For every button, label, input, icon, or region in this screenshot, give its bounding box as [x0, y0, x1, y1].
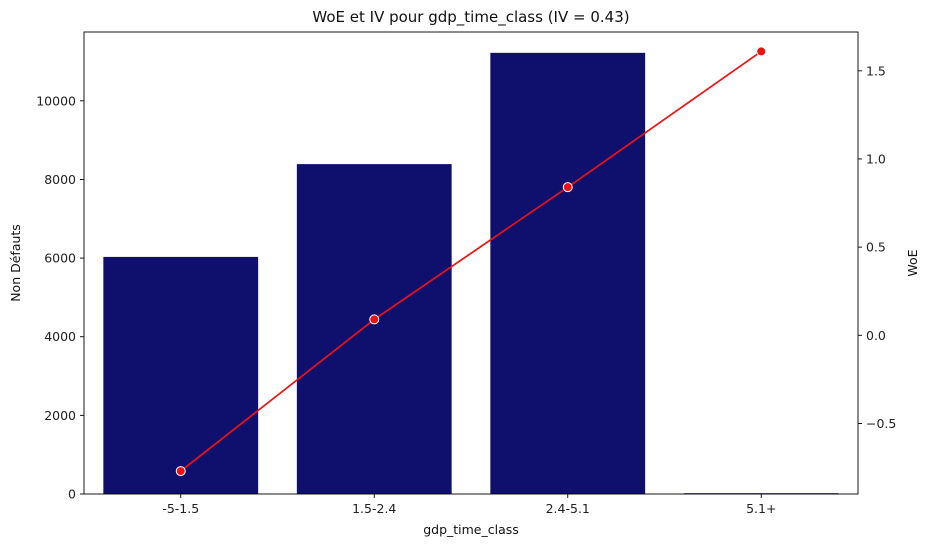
chart-title: WoE et IV pour gdp_time_class (IV = 0.43…: [312, 8, 629, 27]
bar-2: [296, 164, 452, 494]
y2-tick-label: −0.5: [866, 416, 896, 431]
y2-axis-label: WoE: [905, 249, 920, 276]
x-tick-label: 1.5-2.4: [352, 501, 396, 516]
plot-frame: [83, 31, 859, 495]
woe-line-layer: [175, 46, 767, 477]
bars-layer: [103, 52, 839, 495]
y2-tick-label: 0.0: [866, 328, 886, 343]
y-tick-label: 6000: [44, 251, 76, 266]
x-tick-label: -5-1.5: [162, 501, 199, 516]
y-tick-label: 10000: [36, 93, 76, 108]
woe-point-4: [756, 46, 767, 57]
bar-1: [103, 256, 259, 494]
woe-point-2: [369, 314, 380, 325]
bar-3: [490, 52, 646, 495]
x-tick-label: 5.1+: [746, 501, 776, 516]
woe-line: [180, 50, 762, 472]
y-tick-label: 4000: [44, 329, 76, 344]
y-axis-label: Non Défauts: [8, 224, 23, 302]
x-axis-label: gdp_time_class: [423, 522, 519, 537]
y2-tick-label: 0.5: [866, 240, 886, 255]
x-tick-label: 2.4-5.1: [546, 501, 590, 516]
woe-point-3: [562, 182, 573, 193]
axes-layer: -5-1.5 1.5-2.4 2.4-5.1 5.1+ 0 2000 4000 6000 800…: [36, 31, 896, 516]
y-tick-label: 8000: [44, 172, 76, 187]
y2-tick-label: 1.5: [866, 63, 886, 78]
y2-tick-label: 1.0: [866, 151, 886, 166]
woe-point-1: [175, 466, 186, 477]
y-tick-label: 0: [68, 487, 76, 502]
y-tick-label: 2000: [44, 408, 76, 423]
